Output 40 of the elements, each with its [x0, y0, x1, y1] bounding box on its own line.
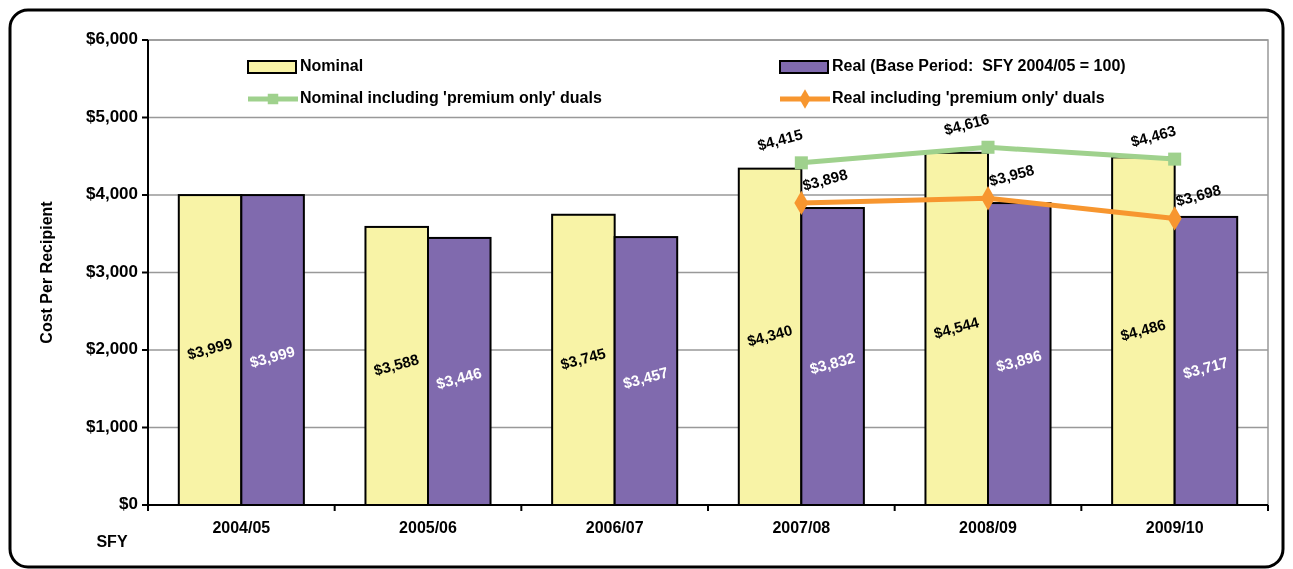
x-tick-label: 2005/06	[399, 519, 458, 536]
legend-label: Nominal including 'premium only' duals	[300, 89, 602, 107]
legend-label: Nominal	[300, 57, 364, 75]
data-label: $3,745	[558, 344, 608, 373]
data-label: $4,544	[931, 313, 982, 342]
x-tick-label: 2009/10	[1145, 519, 1204, 536]
data-label: $4,340	[745, 321, 795, 350]
data-label: $3,457	[621, 363, 670, 392]
data-label: $3,717	[1181, 353, 1230, 382]
data-label: $3,832	[807, 348, 857, 378]
y-tick-label: $4,000	[86, 184, 138, 204]
legend-label: Real (Base Period: SFY 2004/05 = 100)	[832, 57, 1126, 75]
data-label: $3,999	[185, 334, 235, 363]
x-tick-label: 2004/05	[212, 519, 271, 536]
y-tick-label: $2,000	[86, 339, 138, 359]
data-label: $3,958	[987, 160, 1036, 190]
data-label: $4,463	[1128, 121, 1178, 150]
point	[794, 156, 808, 170]
data-label: $3,446	[434, 363, 484, 393]
data-label: $4,486	[1118, 315, 1168, 344]
y-tick-label: $0	[119, 494, 138, 514]
y-tick-label: $5,000	[86, 106, 138, 126]
x-tick-label: 2008/09	[959, 519, 1018, 536]
data-label: $3,698	[1173, 180, 1223, 210]
y-tick-label: $1,000	[86, 416, 138, 436]
data-label: $3,896	[994, 346, 1044, 375]
legend-label: Real including 'premium only' duals	[832, 89, 1105, 107]
x-tick-label: 2007/08	[772, 519, 831, 536]
point	[981, 140, 995, 154]
x-tick-label: 2006/07	[585, 519, 644, 536]
data-label: $3,588	[371, 350, 421, 379]
data-label: $4,616	[942, 109, 991, 139]
point	[1168, 152, 1182, 166]
data-label: $3,999	[247, 342, 297, 371]
y-tick-label: $6,000	[86, 29, 138, 49]
x-axis-title: SFY	[96, 533, 128, 550]
data-label: $4,415	[755, 125, 805, 154]
y-tick-label: $3,000	[86, 261, 138, 281]
y-axis-title: Cost Per Recipient	[38, 200, 55, 344]
data-label: $3,898	[800, 165, 850, 194]
